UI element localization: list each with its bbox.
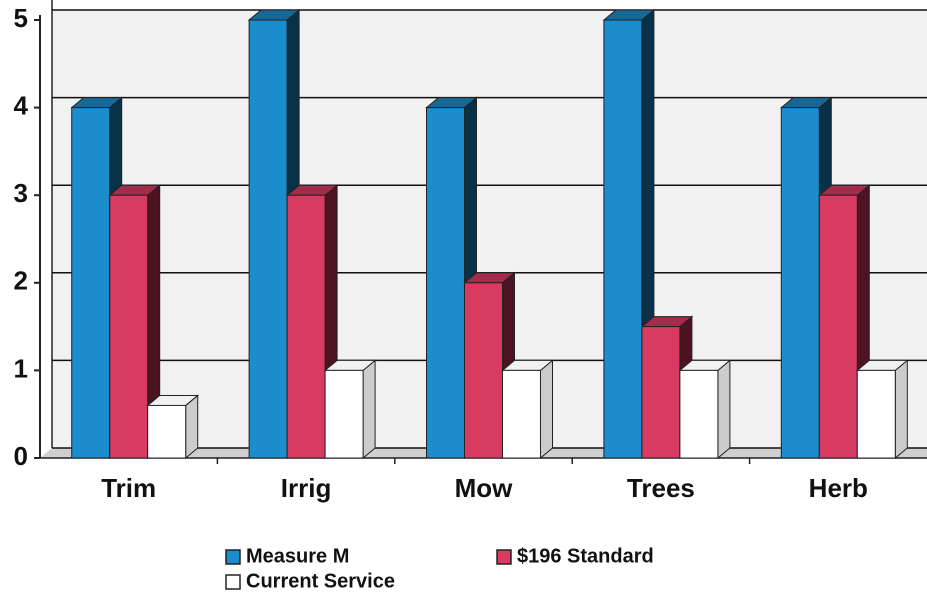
bar <box>641 326 681 459</box>
bar <box>109 194 149 459</box>
x-tick-label: Trees <box>627 473 695 503</box>
x-tick-label: Trim <box>101 473 156 503</box>
legend-swatch <box>225 549 241 565</box>
bar <box>603 19 643 459</box>
x-tick-label: Mow <box>455 473 514 503</box>
bar-side <box>717 359 731 460</box>
y-tick-label: 3 <box>14 178 28 208</box>
legend-label: Measure M <box>246 545 349 567</box>
bar <box>464 282 503 459</box>
y-tick-label: 1 <box>14 353 28 383</box>
x-tick-label: Irrig <box>281 473 332 503</box>
bar-side <box>540 359 553 460</box>
bar-side <box>894 359 908 460</box>
bar <box>856 369 896 459</box>
bar <box>780 107 820 459</box>
bar <box>679 369 719 459</box>
bar-side <box>185 394 199 460</box>
y-tick-label: 0 <box>14 441 28 471</box>
bar <box>502 369 541 459</box>
legend-label: $196 Standard <box>517 545 654 567</box>
bar-side <box>362 359 376 460</box>
legend-swatch <box>225 574 241 590</box>
bar <box>426 107 465 459</box>
bar <box>818 194 858 459</box>
y-tick-label: 4 <box>14 90 29 120</box>
bar <box>324 369 364 459</box>
legend-label: Current Service <box>246 570 395 592</box>
y-tick-label: 2 <box>14 266 28 296</box>
y-tick-label: 5 <box>14 3 28 33</box>
bar <box>71 107 111 459</box>
legend-swatch <box>496 549 512 565</box>
bar <box>286 194 326 459</box>
bar <box>248 19 288 459</box>
x-tick-label: Herb <box>809 473 868 503</box>
bar <box>147 404 187 459</box>
